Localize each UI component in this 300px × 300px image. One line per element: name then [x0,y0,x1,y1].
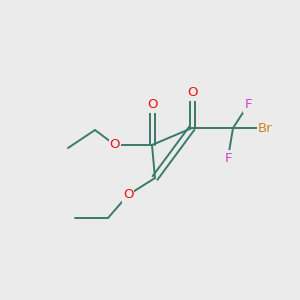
Text: O: O [123,188,133,202]
Text: O: O [147,98,157,112]
Text: Br: Br [258,122,272,134]
Text: O: O [110,139,120,152]
Text: F: F [244,98,252,112]
Text: F: F [224,152,232,164]
Text: O: O [187,86,197,100]
